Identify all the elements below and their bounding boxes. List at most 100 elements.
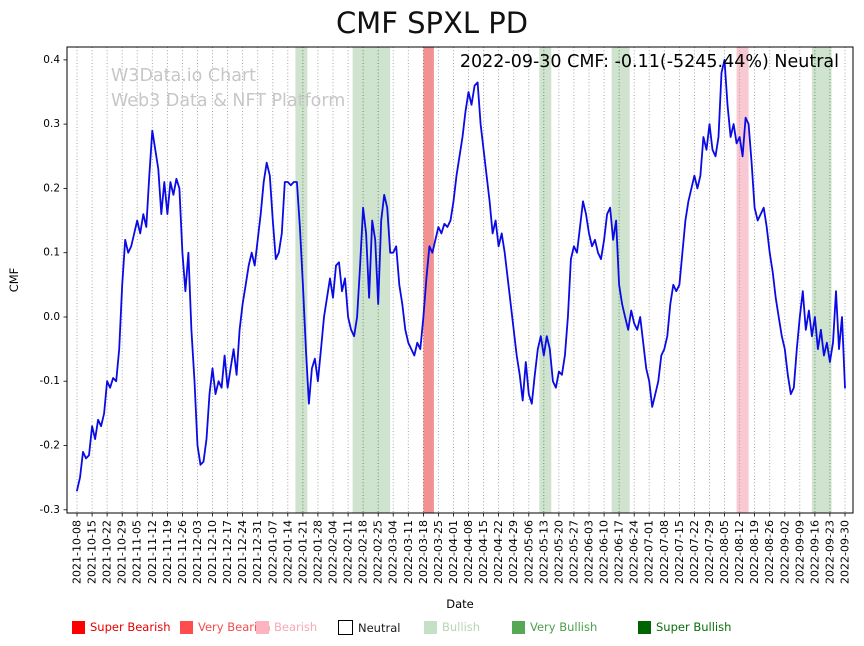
x-tick-label: 2022-02-04: [327, 520, 340, 584]
x-tick-label: 2022-03-11: [402, 520, 415, 584]
x-tick-label: 2022-05-27: [567, 520, 580, 584]
legend-label: Super Bearish: [90, 620, 171, 634]
band-bullish: [611, 47, 630, 513]
x-tick-label: 2022-09-02: [778, 520, 791, 584]
x-tick-label: 2022-08-26: [763, 520, 776, 584]
x-tick-label: 2022-01-07: [266, 520, 279, 584]
legend-item-bearish: Bearish: [256, 620, 317, 634]
x-tick-label: 2022-09-23: [823, 520, 836, 584]
x-tick-label: 2022-04-01: [447, 520, 460, 584]
y-axis-label: CMF: [7, 268, 21, 293]
band-bullish: [811, 47, 832, 513]
x-tick-label: 2022-02-11: [342, 520, 355, 584]
latest-value-annotation: 2022-09-30 CMF: -0.11(-5245.44%) Neutral: [459, 52, 839, 72]
x-tick-label: 2022-07-08: [658, 520, 671, 584]
legend-item-super-bullish: Super Bullish: [638, 620, 731, 634]
x-tick-label: 2021-12-10: [206, 520, 219, 584]
x-tick-label: 2021-11-12: [146, 520, 159, 584]
x-tick-label: 2021-11-05: [131, 520, 144, 584]
x-tick-label: 2021-10-22: [101, 520, 114, 584]
y-tick-label: -0.1: [40, 375, 61, 387]
legend-item-neutral: Neutral: [338, 620, 400, 635]
x-tick-label: 2022-01-14: [281, 520, 294, 584]
bullish-swatch: [424, 620, 437, 634]
watermark-line-2: Web3 Data & NFT Platform: [111, 91, 346, 112]
x-tick-label: 2021-12-03: [191, 520, 204, 584]
legend-label: Very Bearish: [198, 620, 271, 634]
legend-item-very-bullish: Very Bullish: [512, 620, 597, 634]
x-tick-label: 2021-10-08: [71, 520, 84, 584]
band-bullish: [295, 47, 308, 513]
x-tick-label: 2022-04-15: [477, 520, 490, 584]
band-bearish: [736, 47, 749, 513]
band-bullish: [539, 47, 552, 513]
x-tick-label: 2022-03-25: [432, 520, 445, 584]
plot-border: [66, 46, 854, 514]
x-tick-label: 2022-03-18: [417, 520, 430, 584]
x-tick-label: 2022-05-06: [522, 520, 535, 584]
x-tick-label: 2021-11-26: [176, 520, 189, 584]
x-tick-label: 2022-02-18: [357, 520, 370, 584]
y-tick-label: 0.3: [43, 118, 60, 130]
x-tick-label: 2022-08-12: [733, 520, 746, 584]
super-bearish-swatch: [72, 620, 85, 634]
legend: Super Bearish Very Bearish Bearish Neutr…: [0, 620, 864, 640]
x-tick-label: 2021-10-15: [86, 520, 99, 584]
x-tick-label: 2022-06-24: [628, 520, 641, 584]
x-tick-label: 2022-09-16: [808, 520, 821, 584]
chart-title: CMF SPXL PD: [335, 6, 529, 40]
x-tick-label: 2021-12-24: [236, 520, 249, 584]
x-tick-label: 2022-05-13: [537, 520, 550, 584]
x-tick-label: 2022-03-04: [387, 520, 400, 584]
y-tick-label: 0.4: [43, 54, 60, 66]
band-bullish: [352, 47, 391, 513]
band-very-bearish: [423, 47, 434, 513]
legend-item-very-bearish: Very Bearish: [180, 620, 270, 634]
x-tick-label: 2021-12-17: [221, 520, 234, 584]
very-bearish-swatch: [180, 620, 193, 634]
x-tick-label: 2022-07-29: [703, 520, 716, 584]
x-tick-label: 2021-10-29: [116, 520, 129, 584]
neutral-swatch: [338, 620, 353, 635]
very-bullish-swatch: [512, 620, 525, 634]
super-bullish-swatch: [638, 620, 651, 634]
y-tick-label: -0.3: [40, 504, 61, 516]
legend-label: Very Bullish: [530, 620, 598, 634]
legend-label: Super Bullish: [656, 620, 732, 634]
x-tick-label: 2022-07-22: [688, 520, 701, 584]
x-tick-label: 2022-04-08: [462, 520, 475, 584]
legend-item-bullish: Bullish: [424, 620, 480, 634]
x-tick-label: 2022-05-20: [552, 520, 565, 584]
y-tick-label: 0.2: [43, 182, 60, 194]
watermark: W3Data.io Chart Web3 Data & NFT Platform: [111, 64, 345, 115]
x-tick-label: 2022-06-10: [598, 520, 611, 584]
x-tick-label: 2021-12-31: [251, 520, 264, 584]
x-tick-label: 2022-04-29: [507, 520, 520, 584]
y-tick-label: -0.2: [40, 440, 61, 452]
x-tick-label: 2022-08-19: [748, 520, 761, 584]
x-tick-label: 2022-08-05: [718, 520, 731, 584]
x-tick-label: 2022-04-22: [492, 520, 505, 584]
legend-label: Bullish: [442, 620, 481, 634]
x-tick-label: 2022-06-17: [613, 520, 626, 584]
x-tick-label: 2022-02-25: [372, 520, 385, 584]
watermark-line-1: W3Data.io Chart: [111, 66, 257, 86]
cmf-line: [76, 59, 846, 492]
legend-label: Bearish: [274, 620, 318, 634]
y-tick-label: 0.1: [43, 247, 60, 259]
x-tick-label: 2022-06-03: [583, 520, 596, 584]
legend-label: Neutral: [358, 620, 401, 635]
x-tick-label: 2022-07-15: [673, 520, 686, 584]
x-tick-label: 2022-01-28: [311, 520, 324, 584]
bearish-swatch: [256, 620, 269, 634]
x-tick-label: 2021-11-19: [161, 520, 174, 584]
x-tick-label: 2022-01-21: [296, 520, 309, 584]
x-axis-label: Date: [446, 597, 474, 611]
x-tick-label: 2022-09-30: [839, 520, 852, 584]
x-tick-label: 2022-07-01: [643, 520, 656, 584]
y-tick-label: 0.0: [43, 311, 60, 323]
legend-item-super-bearish: Super Bearish: [72, 620, 171, 634]
x-tick-label: 2022-09-09: [793, 520, 806, 584]
